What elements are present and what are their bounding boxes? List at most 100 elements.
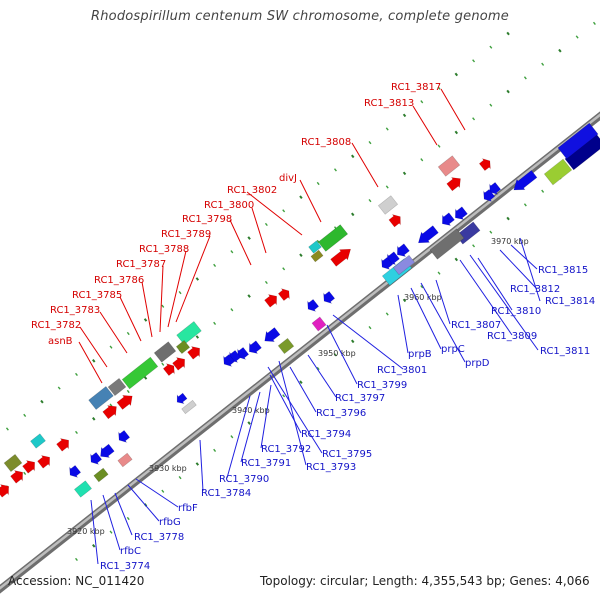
gene-feature-pink2[interactable] [117, 452, 133, 468]
gene-feature-cyan[interactable] [308, 240, 322, 254]
reverse-gene[interactable] [441, 212, 455, 226]
gene-feature-lavender[interactable] [392, 254, 416, 276]
gene-feature-olive[interactable] [310, 249, 324, 263]
gene-label-RC1_3801[interactable]: RC1_3801 [377, 365, 427, 376]
gene-label-RC1_3786[interactable]: RC1_3786 [94, 275, 144, 286]
reverse-gene[interactable] [176, 392, 188, 405]
gene-label-rfbC[interactable]: rfbC [120, 546, 141, 557]
forward-gene[interactable] [116, 395, 133, 410]
gene-feature-olive3[interactable] [3, 453, 23, 473]
gene-feature-mint2[interactable] [73, 480, 93, 498]
gene-label-prpC[interactable]: prpC [441, 344, 465, 355]
gene-label-RC1_3810[interactable]: RC1_3810 [491, 306, 541, 317]
reverse-gene[interactable] [248, 340, 262, 354]
reverse-gene[interactable] [100, 443, 115, 458]
reverse-gene[interactable] [118, 429, 131, 443]
gene-label-RC1_3791[interactable]: RC1_3791 [241, 458, 291, 469]
gene-label-RC1_3788[interactable]: RC1_3788 [139, 244, 189, 255]
forward-gene[interactable] [102, 405, 117, 420]
gene-label-RC1_3808[interactable]: RC1_3808 [301, 137, 351, 148]
tick-mark [23, 471, 27, 475]
forward-gene[interactable] [478, 158, 491, 172]
reverse-gene[interactable] [454, 206, 468, 220]
gene-feature-magenta[interactable] [311, 316, 327, 332]
gene-label-RC1_3789[interactable]: RC1_3789 [161, 229, 211, 240]
gene-label-RC1_3807[interactable]: RC1_3807 [451, 320, 501, 331]
gene-label-RC1_3817[interactable]: RC1_3817 [391, 82, 441, 93]
gene-label-rfbF[interactable]: rfbF [178, 503, 198, 514]
gene-feature-darkgray[interactable] [153, 341, 177, 363]
gene-label-RC1_3793[interactable]: RC1_3793 [306, 462, 356, 473]
reverse-gene[interactable] [381, 256, 394, 270]
gene-feature-olive4[interactable] [277, 337, 295, 355]
gene-label-RC1_3778[interactable]: RC1_3778 [134, 532, 184, 543]
forward-gene[interactable] [37, 455, 51, 469]
gene-label-RC1_3794[interactable]: RC1_3794 [301, 429, 351, 440]
gene-label-RC1_3790[interactable]: RC1_3790 [219, 474, 269, 485]
gene-feature-olive2[interactable] [175, 339, 191, 355]
reverse-gene[interactable] [307, 298, 320, 312]
gene-label-RC1_3796[interactable]: RC1_3796 [316, 408, 366, 419]
gene-label-prpB[interactable]: prpB [408, 349, 432, 360]
reverse-gene[interactable] [223, 353, 236, 367]
forward-gene[interactable] [264, 294, 278, 308]
forward-gene[interactable] [388, 214, 401, 228]
gene-feature-blue-big[interactable] [557, 122, 599, 160]
gene-label-RC1_3800[interactable]: RC1_3800 [204, 200, 254, 211]
gene-label-RC1_3782[interactable]: RC1_3782 [31, 320, 81, 331]
forward-gene[interactable] [172, 357, 186, 371]
gene-label-RC1_3797[interactable]: RC1_3797 [335, 393, 385, 404]
gene-label-RC1_3812[interactable]: RC1_3812 [510, 284, 560, 295]
gene-label-RC1_3809[interactable]: RC1_3809 [487, 331, 537, 342]
forward-gene[interactable] [0, 484, 10, 498]
forward-gene[interactable] [277, 288, 290, 302]
gene-label-divJ[interactable]: divJ [279, 173, 297, 184]
reverse-gene[interactable] [489, 181, 502, 195]
forward-gene[interactable] [187, 346, 201, 360]
gene-label-RC1_3792[interactable]: RC1_3792 [261, 444, 311, 455]
reverse-gene[interactable] [396, 243, 410, 257]
gene-label-RC1_3795[interactable]: RC1_3795 [322, 449, 372, 460]
gene-feature-green2[interactable] [121, 356, 159, 390]
reverse-gene[interactable] [264, 327, 281, 342]
gene-label-RC1_3799[interactable]: RC1_3799 [357, 380, 407, 391]
forward-gene[interactable] [446, 177, 461, 192]
gene-label-RC1_3787[interactable]: RC1_3787 [116, 259, 166, 270]
gene-feature-gray[interactable] [377, 195, 399, 215]
forward-gene[interactable] [22, 460, 36, 474]
gene-feature-green[interactable] [317, 224, 349, 252]
forward-gene[interactable] [330, 248, 352, 267]
gene-label-RC1_3798[interactable]: RC1_3798 [182, 214, 232, 225]
reverse-gene[interactable] [513, 169, 538, 191]
gene-label-RC1_3783[interactable]: RC1_3783 [50, 305, 100, 316]
gene-label-prpD[interactable]: prpD [465, 358, 490, 369]
gene-label-RC1_3802[interactable]: RC1_3802 [227, 185, 277, 196]
gene-feature-mint[interactable] [176, 321, 202, 345]
gene-feature-steelblue[interactable] [88, 386, 114, 410]
gene-feature-cyan2[interactable] [30, 433, 46, 449]
gene-feature-yellowgreen[interactable] [543, 158, 573, 186]
gene-label-RC1_3813[interactable]: RC1_3813 [364, 98, 414, 109]
reverse-gene[interactable] [323, 290, 336, 304]
gene-feature-pink[interactable] [437, 155, 461, 177]
forward-gene[interactable] [56, 438, 70, 452]
reverse-gene[interactable] [417, 225, 439, 244]
reverse-gene[interactable] [237, 346, 250, 360]
gene-label-RC1_3785[interactable]: RC1_3785 [72, 290, 122, 301]
reverse-gene[interactable] [69, 464, 82, 478]
reverse-gene[interactable] [90, 451, 103, 465]
reverse-gene[interactable] [483, 188, 496, 202]
gene-feature-olive5[interactable] [93, 467, 109, 483]
gene-label-asnB[interactable]: asnB [48, 336, 73, 347]
gene-label-RC1_3784[interactable]: RC1_3784 [201, 488, 251, 499]
forward-gene[interactable] [162, 363, 175, 377]
gene-feature-gray3[interactable] [429, 228, 465, 260]
gene-feature-lightgray[interactable] [181, 399, 197, 415]
gene-label-RC1_3815[interactable]: RC1_3815 [538, 265, 588, 276]
gene-label-RC1_3774[interactable]: RC1_3774 [100, 561, 150, 572]
forward-gene[interactable] [10, 470, 24, 484]
gene-label-RC1_3811[interactable]: RC1_3811 [540, 346, 590, 357]
gene-label-rfbG[interactable]: rfbG [159, 517, 181, 528]
gene-feature-gray2[interactable] [107, 377, 127, 397]
gene-label-RC1_3814[interactable]: RC1_3814 [545, 296, 595, 307]
